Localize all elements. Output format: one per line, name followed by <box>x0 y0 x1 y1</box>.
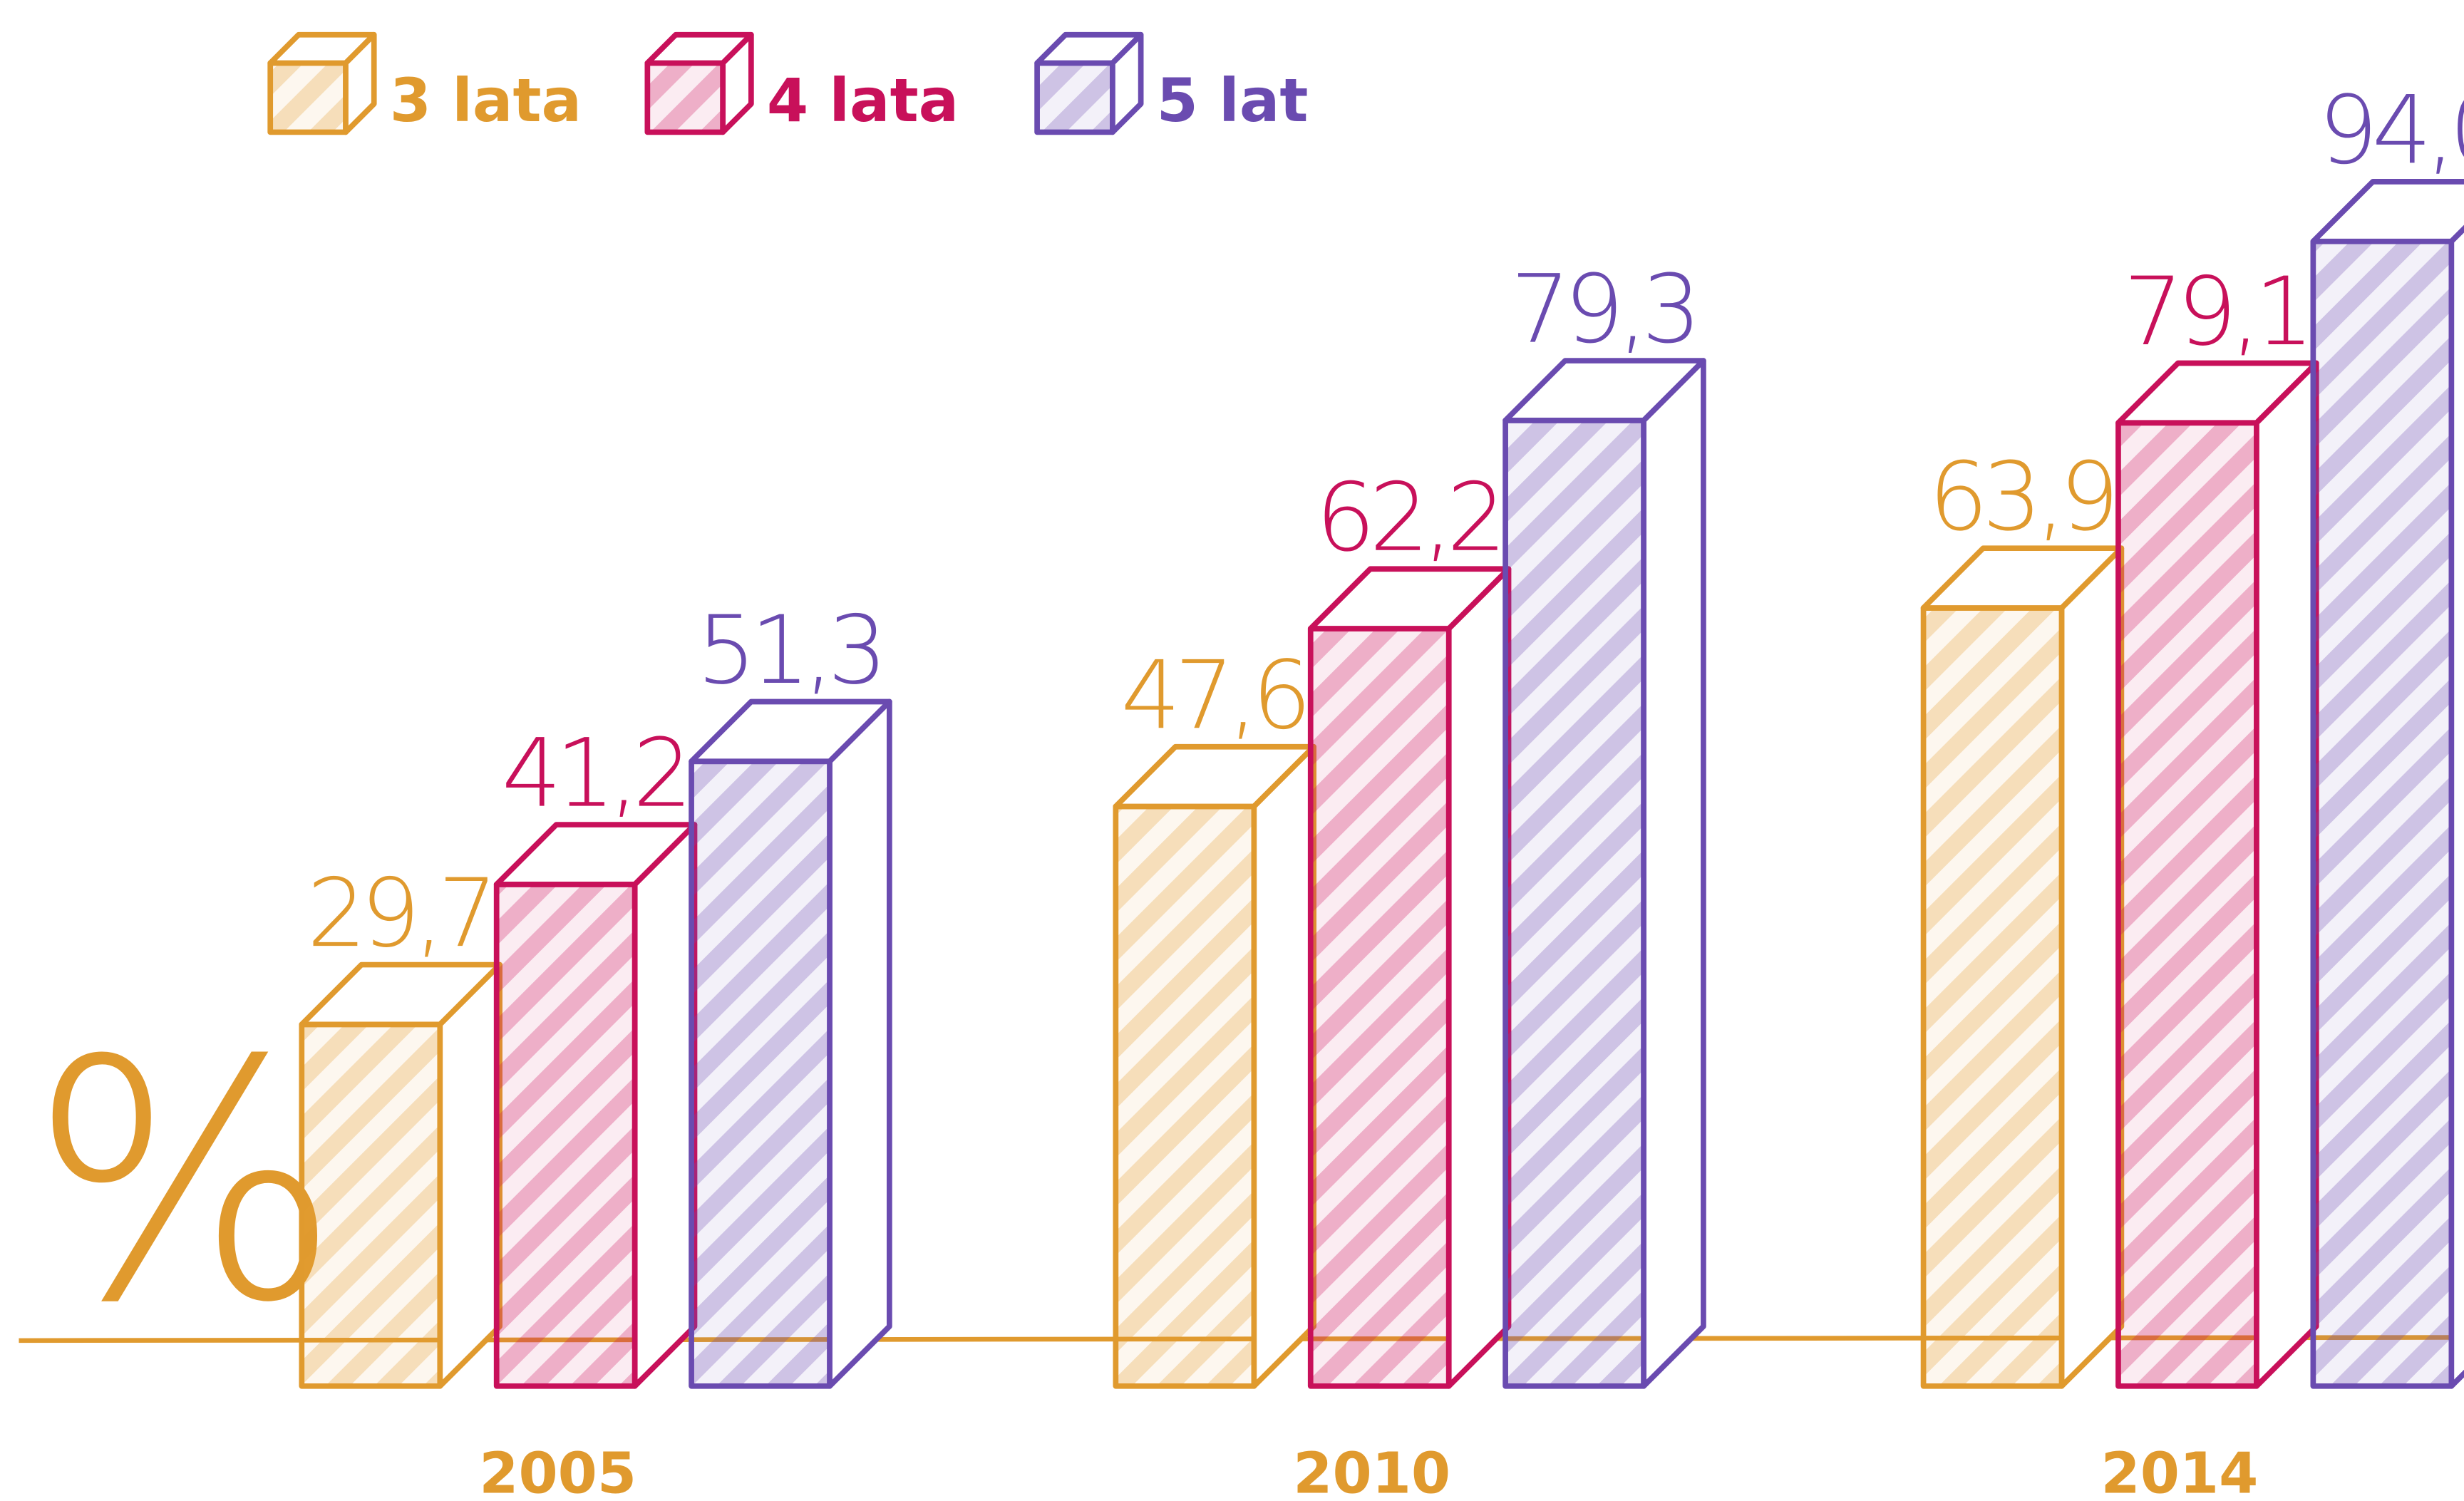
x-tick-label: 2010 <box>1293 1440 1450 1501</box>
legend-label: 4 lata <box>767 66 959 135</box>
value-label: 62,2 <box>1316 463 1500 573</box>
bar-side <box>2254 360 2319 1389</box>
bar-side <box>2058 545 2125 1389</box>
bar-side <box>343 31 377 135</box>
bar-top <box>2310 179 2464 244</box>
bar-front <box>1920 605 2065 1389</box>
x-tick-label: 2005 <box>479 1440 636 1501</box>
x-tick-label: 2014 <box>2101 1440 2259 1501</box>
bar-front <box>2115 420 2259 1389</box>
bar-front <box>1307 626 1452 1389</box>
bar-side <box>1445 566 1512 1389</box>
bar-side <box>632 822 698 1389</box>
value-label: 41,2 <box>502 719 686 829</box>
value-label: 94,0 <box>2318 76 2464 185</box>
value-label: 63,9 <box>1929 443 2113 552</box>
bar-front <box>299 1021 443 1389</box>
bar-front <box>2310 238 2455 1389</box>
bar-side <box>827 698 892 1389</box>
bar-front <box>493 881 638 1389</box>
legend-label: 3 lata <box>390 66 582 135</box>
legend-label: 5 lat <box>1157 66 1309 135</box>
bar-side <box>1641 358 1706 1389</box>
value-label: 79,1 <box>2123 257 2308 367</box>
bar-side <box>1110 31 1144 135</box>
bar-side <box>1251 743 1317 1389</box>
bar-front <box>689 758 832 1389</box>
value-label: 29,7 <box>306 859 491 969</box>
bar-front <box>1502 417 1646 1389</box>
bar-side <box>437 961 502 1389</box>
bar-front <box>1113 803 1257 1389</box>
bar-front <box>267 60 349 135</box>
value-label: 47,6 <box>1120 641 1305 750</box>
bar-side <box>2448 225 2464 1389</box>
value-label: 79,3 <box>1510 255 1695 365</box>
y-axis-label: % <box>29 991 342 1375</box>
value-label: 51,3 <box>696 596 881 706</box>
bar-front <box>644 60 726 135</box>
bar-side <box>720 31 754 135</box>
bar-front <box>1034 60 1115 135</box>
